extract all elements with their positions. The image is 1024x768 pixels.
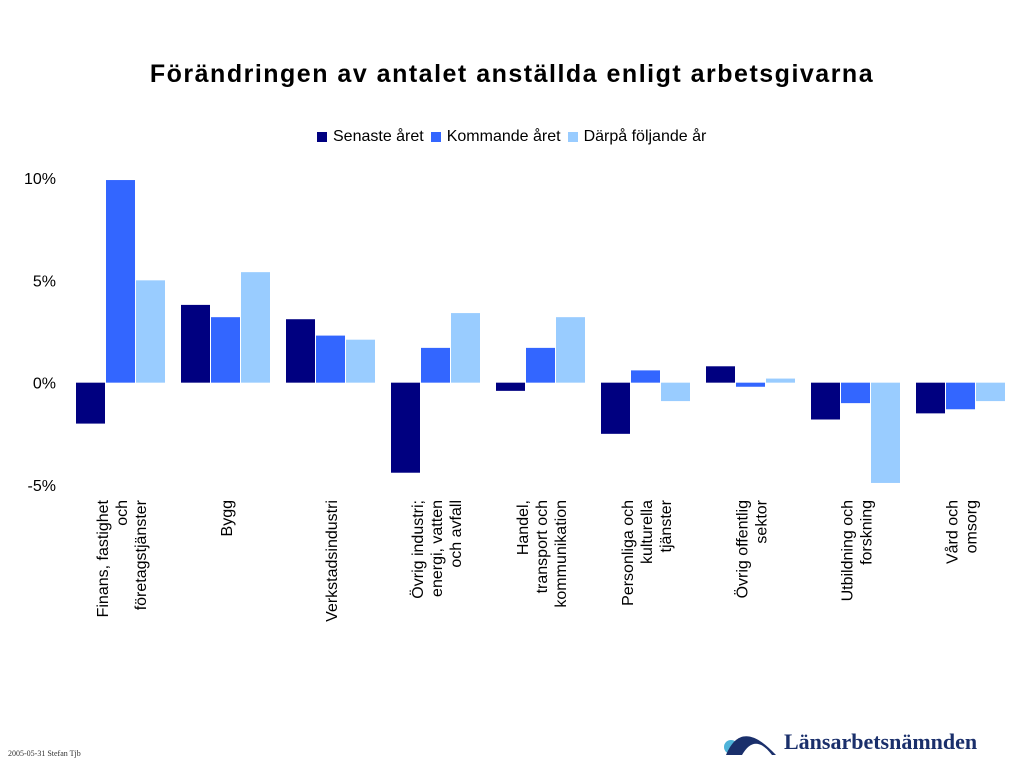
category-label-line: omsorg: [964, 500, 981, 553]
bar: [421, 347, 450, 383]
category-label-line: sektor: [754, 499, 771, 543]
category-label-line: forskning: [859, 500, 876, 565]
company-logo: Länsarbetsnämnden: [722, 722, 1012, 762]
bar: [601, 382, 630, 434]
bar: [211, 317, 240, 383]
category-label: Bygg: [219, 500, 236, 536]
bar: [451, 313, 480, 383]
bar: [661, 382, 690, 402]
category-label-line: och: [114, 500, 131, 526]
category-label: Övrig offentlig sektor: [734, 499, 771, 598]
bar: [706, 366, 735, 383]
category-label-line: Övrig offentlig: [734, 500, 752, 598]
bar: [766, 378, 795, 383]
bar: [556, 317, 585, 383]
legend-item-darpa: Därpå följande år: [567, 128, 707, 146]
bar: [391, 382, 420, 473]
bar: [136, 280, 165, 383]
legend-label-kommande: Kommande året: [446, 128, 561, 145]
logo-wave-icon: [724, 736, 776, 755]
legend-label-senaste: Senaste året: [333, 128, 424, 145]
legend-item-kommande: Kommande året: [430, 128, 561, 146]
legend-item-senaste: Senaste året: [317, 128, 424, 146]
category-label: Personliga och kulturella tjänster: [620, 499, 675, 606]
bar: [916, 382, 945, 414]
category-label: Vård och omsorg: [944, 500, 981, 564]
bar: [871, 382, 900, 483]
category-label-line: Övrig industri;: [409, 500, 427, 599]
category-label-line: kommunikation: [553, 500, 570, 608]
bar: [841, 382, 870, 404]
bar: [496, 382, 525, 391]
bar: [76, 382, 105, 424]
category-label-line: Finans, fastighet: [95, 499, 112, 617]
y-tick-label: 0%: [33, 376, 56, 393]
bar: [526, 347, 555, 383]
category-label-line: transport och: [534, 500, 551, 593]
logo-text: Länsarbetsnämnden: [784, 729, 978, 754]
category-label-line: Vård och: [944, 500, 962, 564]
category-label: Utbildning och forskning: [840, 500, 876, 601]
legend-label-darpa: Därpå följande år: [583, 128, 707, 145]
category-label: Finans, fastighet och företagstjänster: [95, 499, 150, 617]
category-label-line: Utbildning och: [840, 500, 857, 601]
category-label: Handel, transport och kommunikation: [515, 500, 570, 608]
bar: [181, 304, 210, 383]
legend-swatch-kommande: [430, 132, 441, 142]
bar: [316, 335, 345, 383]
category-label-line: Personliga och: [620, 500, 637, 606]
y-tick-label: -5%: [28, 478, 56, 495]
category-label-line: Bygg: [219, 500, 236, 536]
chart-title: Förändringen av antalet anställda enligt…: [149, 60, 875, 88]
bar: [811, 382, 840, 420]
bar-chart: 10% 5% 0% -5% Finans, fastighet och företagstj…: [24, 171, 1005, 622]
bar: [241, 272, 270, 383]
category-label-line: tjänster: [658, 499, 675, 552]
bar: [106, 180, 135, 383]
bar: [736, 382, 765, 387]
category-label-line: Handel,: [515, 500, 532, 555]
footer-note: 2005-05-31 Stefan Tjb: [8, 749, 81, 758]
bar: [946, 382, 975, 410]
y-tick-label: 5%: [33, 273, 56, 290]
chart-legend: Senaste året Kommande året Därpå följand…: [317, 127, 713, 147]
category-label-line: Verkstadsindustri: [324, 500, 341, 622]
y-tick-label: 10%: [24, 171, 56, 188]
category-label: Verkstadsindustri: [324, 500, 341, 622]
bar: [286, 319, 315, 383]
category-label-line: och avfall: [448, 500, 465, 568]
category-label-line: företagstjänster: [133, 499, 150, 610]
bar: [346, 339, 375, 383]
legend-swatch-darpa: [567, 132, 578, 142]
legend-swatch-senaste: [317, 132, 327, 142]
category-label: Övrig industri; energi, vatten och avfall: [409, 500, 465, 599]
bar: [976, 382, 1005, 402]
bar: [631, 370, 660, 383]
category-label-line: kulturella: [639, 500, 656, 564]
category-label-line: energi, vatten: [429, 500, 446, 597]
